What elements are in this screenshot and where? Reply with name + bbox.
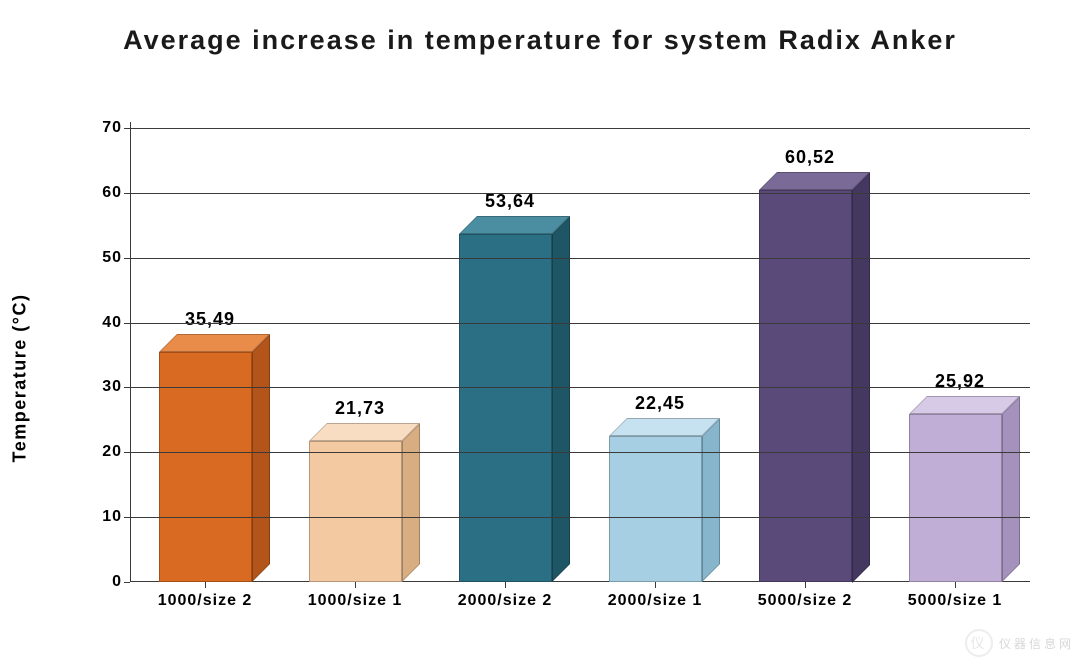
x-tick-label: 2000/size 1 [608, 582, 703, 610]
bar: 60,52 [759, 190, 852, 583]
bar-front [609, 436, 702, 582]
gridline [130, 452, 1030, 453]
gridline [130, 517, 1030, 518]
bar-value-label: 53,64 [485, 191, 535, 212]
bar-value-label: 25,92 [935, 371, 985, 392]
bar-side [702, 418, 720, 582]
bar-side [552, 216, 570, 582]
gridline [130, 193, 1030, 194]
bar: 25,92 [909, 414, 1002, 582]
bar-top [609, 418, 720, 436]
gridline [130, 128, 1030, 129]
y-tick-label: 40 [102, 314, 130, 332]
y-tick-label: 50 [102, 249, 130, 267]
chart-area: Temperature (°C) 35,4921,7353,6422,4560,… [60, 128, 1060, 628]
y-tick-label: 60 [102, 184, 130, 202]
bar-top [159, 334, 270, 352]
watermark: 仪 仪器信息网 [965, 629, 1074, 657]
gridline [130, 323, 1030, 324]
bar-top [459, 216, 570, 234]
plot-region: 35,4921,7353,6422,4560,5225,92 010203040… [130, 128, 1030, 582]
y-tick-label: 0 [112, 573, 130, 591]
y-tick-label: 10 [102, 508, 130, 526]
bar-value-label: 35,49 [185, 309, 235, 330]
x-tick-label: 5000/size 2 [758, 582, 853, 610]
bar-front [759, 190, 852, 583]
bar-front [909, 414, 1002, 582]
bar-top [759, 172, 870, 190]
gridline [130, 387, 1030, 388]
bar: 35,49 [159, 352, 252, 582]
y-tick-label: 30 [102, 378, 130, 396]
bar-top [309, 423, 420, 441]
bar: 22,45 [609, 436, 702, 582]
bar: 53,64 [459, 234, 552, 582]
bar-front [459, 234, 552, 582]
y-axis-label: Temperature (°C) [10, 294, 31, 463]
bar-value-label: 60,52 [785, 147, 835, 168]
bar-front [309, 441, 402, 582]
bar-side [252, 334, 270, 582]
bar-top [909, 396, 1020, 414]
bar-side [852, 172, 870, 583]
bar-side [402, 423, 420, 582]
bar-value-label: 22,45 [635, 393, 685, 414]
y-tick-label: 70 [102, 119, 130, 137]
x-tick-label: 2000/size 2 [458, 582, 553, 610]
gridline [130, 258, 1030, 259]
bar-side [1002, 396, 1020, 582]
bar: 21,73 [309, 441, 402, 582]
x-tick-label: 1000/size 2 [158, 582, 253, 610]
x-tick-label: 5000/size 1 [908, 582, 1003, 610]
bar-value-label: 21,73 [335, 398, 385, 419]
watermark-icon: 仪 [965, 629, 993, 657]
y-tick-label: 20 [102, 443, 130, 461]
chart-title: Average increase in temperature for syst… [0, 0, 1080, 58]
bar-front [159, 352, 252, 582]
x-tick-label: 1000/size 1 [308, 582, 403, 610]
bars-layer: 35,49 21,73 53,64 22,45 60,52 25,92 [130, 128, 1030, 582]
watermark-text: 仪器信息网 [999, 635, 1074, 652]
